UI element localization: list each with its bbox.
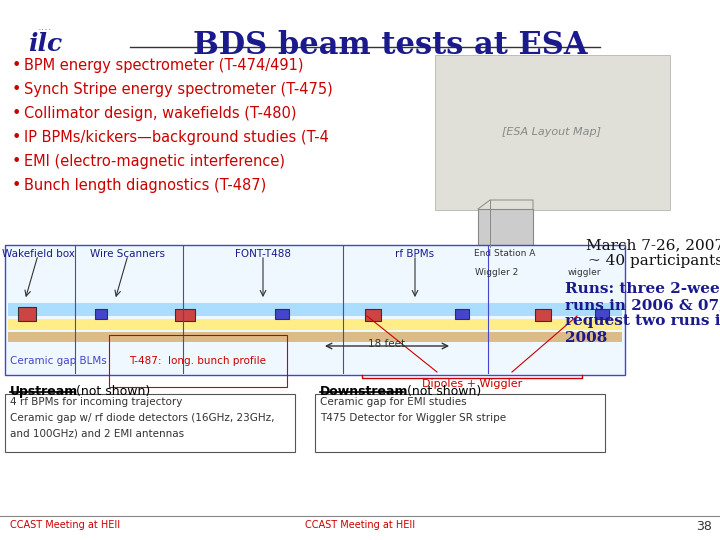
Text: •: •: [12, 154, 22, 169]
Text: Synch Stripe energy spectrometer (T-475): Synch Stripe energy spectrometer (T-475): [24, 82, 333, 97]
Bar: [18, 307, 36, 321]
Bar: [8, 303, 622, 316]
Text: CCAST Meeting at HEII: CCAST Meeting at HEII: [305, 520, 415, 530]
Bar: [455, 309, 469, 319]
Text: Ceramic gap w/ rf diode detectors (16GHz, 23GHz,: Ceramic gap w/ rf diode detectors (16GHz…: [10, 413, 274, 423]
Bar: [8, 319, 622, 330]
Text: •: •: [12, 58, 22, 73]
Text: March 7-26, 2007
~ 40 participants: March 7-26, 2007 ~ 40 participants: [586, 238, 720, 268]
Text: Runs: three 2-week
runs in 2006 & 07;
request two runs in
2008: Runs: three 2-week runs in 2006 & 07; re…: [564, 282, 720, 345]
Bar: [5, 394, 295, 452]
Text: (not shown): (not shown): [407, 385, 481, 398]
Text: •: •: [12, 178, 22, 193]
Text: EMI (electro-magnetic interference): EMI (electro-magnetic interference): [24, 154, 285, 169]
Bar: [365, 309, 381, 321]
Text: Ceramic gap for EMI studies: Ceramic gap for EMI studies: [320, 397, 467, 407]
Text: ....: ....: [38, 22, 53, 32]
Text: IP BPMs/kickers—background studies (T-4: IP BPMs/kickers—background studies (T-4: [24, 130, 329, 145]
Text: Collimator design, wakefields (T-480): Collimator design, wakefields (T-480): [24, 106, 297, 121]
Text: 4 rf BPMs for incoming trajectory: 4 rf BPMs for incoming trajectory: [10, 397, 182, 407]
Text: •: •: [12, 130, 22, 145]
Bar: [8, 332, 622, 342]
Text: BPM energy spectrometer (T-474/491): BPM energy spectrometer (T-474/491): [24, 58, 304, 73]
Text: FONT-T488: FONT-T488: [235, 249, 291, 259]
Text: Upstream: Upstream: [10, 385, 78, 398]
Text: Dipoles + Wiggler: Dipoles + Wiggler: [422, 379, 522, 389]
Text: Ceramic gap BLMs: Ceramic gap BLMs: [9, 356, 107, 366]
Text: T-487:  long. bunch profile: T-487: long. bunch profile: [130, 356, 266, 366]
Text: 18 feet: 18 feet: [369, 339, 405, 349]
Text: •: •: [12, 82, 22, 97]
Bar: [435, 55, 670, 210]
Bar: [595, 309, 609, 319]
Text: Wiggler 2: Wiggler 2: [475, 268, 518, 277]
Text: Wakefield box: Wakefield box: [1, 249, 74, 259]
Bar: [95, 309, 107, 319]
Text: BDS beam tests at ESA: BDS beam tests at ESA: [193, 30, 588, 61]
Bar: [5, 245, 625, 375]
Text: wiggler: wiggler: [568, 268, 601, 277]
Text: rf BPMs: rf BPMs: [395, 249, 435, 259]
Text: Wire Scanners: Wire Scanners: [91, 249, 166, 259]
Text: Bunch length diagnostics (T-487): Bunch length diagnostics (T-487): [24, 178, 266, 193]
Text: •: •: [12, 106, 22, 121]
Text: (not shown): (not shown): [76, 385, 150, 398]
Bar: [175, 309, 195, 321]
Bar: [315, 394, 605, 452]
Text: and 100GHz) and 2 EMI antennas: and 100GHz) and 2 EMI antennas: [10, 429, 184, 439]
Text: End Station A: End Station A: [474, 249, 536, 258]
Bar: [478, 209, 533, 247]
Text: 38: 38: [696, 520, 712, 533]
Text: Downstream: Downstream: [320, 385, 408, 398]
Text: [ESA Layout Map]: [ESA Layout Map]: [503, 127, 601, 137]
Text: ilc: ilc: [28, 32, 62, 56]
Text: T475 Detector for Wiggler SR stripe: T475 Detector for Wiggler SR stripe: [320, 413, 506, 423]
Text: CCAST Meeting at HEII: CCAST Meeting at HEII: [10, 520, 120, 530]
Bar: [535, 309, 551, 321]
Bar: [275, 309, 289, 319]
